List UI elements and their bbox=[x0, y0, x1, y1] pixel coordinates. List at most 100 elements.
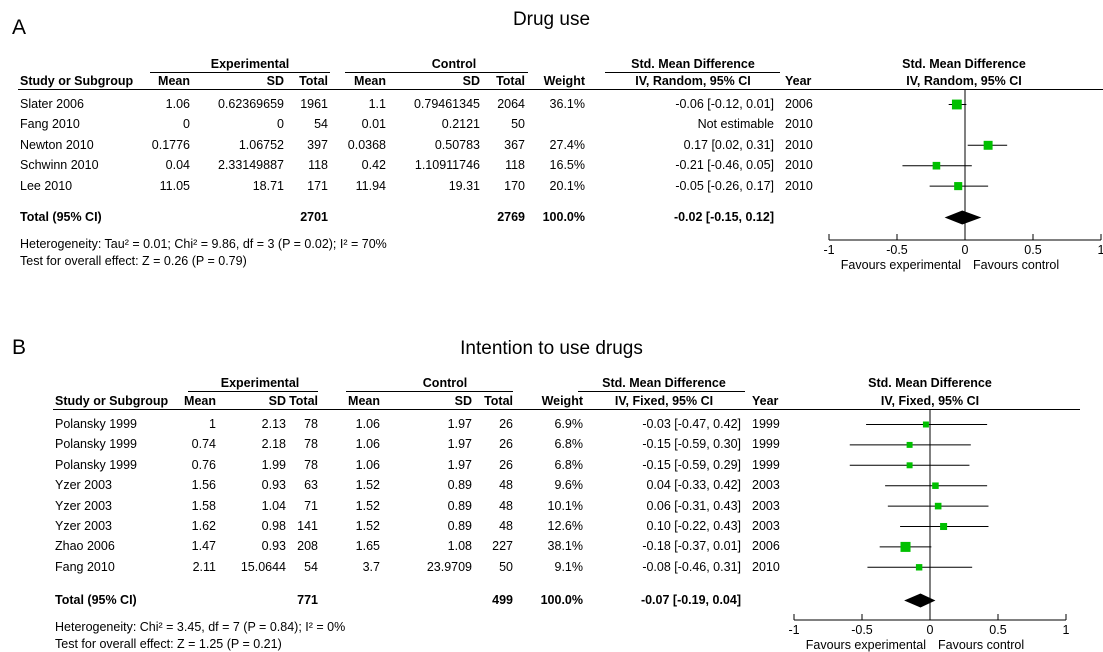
favours-control-label: Favours control bbox=[973, 258, 1059, 272]
forest-plot-drug-use: A Drug use Experimental Control Std. Mean Di… bbox=[0, 0, 1103, 300]
overall-effect-text: Test for overall effect: Z = 0.26 (P = 0… bbox=[20, 254, 247, 268]
ctl-mean-cell: 1.52 bbox=[355, 478, 380, 493]
experimental-group-header: Experimental bbox=[220, 376, 300, 390]
ctl-mean-cell: 11.94 bbox=[355, 178, 386, 193]
study-estimate-marker bbox=[951, 99, 962, 110]
plot-header-rule bbox=[792, 409, 1080, 410]
exp-mean-cell: 0.04 bbox=[165, 158, 190, 173]
ctl-mean-cell: 1.52 bbox=[355, 498, 380, 513]
exp-sd-cell: 0.62369659 bbox=[217, 97, 284, 111]
control-group-header: Control bbox=[431, 57, 477, 71]
ctl-total-cell: 26 bbox=[499, 417, 513, 431]
year-cell: 1999 bbox=[752, 457, 780, 472]
weight-cell: 9.1% bbox=[554, 559, 584, 574]
panel-label: A bbox=[12, 16, 27, 39]
pooled-estimate-diamond bbox=[904, 593, 936, 608]
x-tick-label: -1 bbox=[788, 623, 799, 637]
exp-mean-cell: 1.47 bbox=[191, 539, 216, 554]
study-name: Fang 2010 bbox=[20, 117, 80, 132]
weight-cell: 6.8% bbox=[554, 457, 584, 472]
exp-sd-cell: 0.98 bbox=[261, 519, 286, 533]
ctl-total-cell: 26 bbox=[499, 437, 513, 452]
year-cell: 2010 bbox=[785, 178, 813, 193]
ctl-mean-cell: 1.06 bbox=[355, 417, 380, 431]
exp-mean-cell: 0.1776 bbox=[151, 137, 190, 152]
exp-total-cell: 118 bbox=[308, 158, 328, 173]
exp-mean-cell: 1.62 bbox=[191, 519, 216, 533]
weight-cell: 38.1% bbox=[547, 539, 583, 554]
expgroup-underline bbox=[150, 72, 330, 73]
ctl-total-cell: 227 bbox=[492, 539, 513, 554]
ctl-mean-cell: 0.01 bbox=[361, 117, 386, 132]
ci-cell: -0.15 [-0.59, 0.29] bbox=[642, 457, 741, 472]
exp-mean-cell: 1.06 bbox=[165, 97, 190, 111]
smd-method-header: IV, Fixed, 95% CI bbox=[614, 394, 714, 408]
ci-cell: 0.06 [-0.31, 0.43] bbox=[646, 498, 741, 513]
exp-sd-cell: 1.04 bbox=[261, 498, 286, 513]
exp-sd-cell: 0 bbox=[277, 117, 284, 132]
ctl-total-cell: 170 bbox=[504, 178, 525, 193]
plot-column-header: Std. Mean Difference bbox=[868, 376, 992, 390]
exp-mean-cell: 0.74 bbox=[191, 437, 216, 452]
exp-total-cell: 63 bbox=[304, 478, 318, 493]
ctl-total-cell: 2064 bbox=[497, 97, 525, 111]
study-estimate-marker bbox=[922, 421, 929, 428]
study-estimate-marker bbox=[934, 502, 942, 510]
forest-plot-svg: -1 -0.5 0 0.5 1 Favours experimental Favours c… bbox=[788, 410, 1070, 652]
x-tick-label: 1 bbox=[1098, 243, 1103, 257]
overall-effect-text: Test for overall effect: Z = 1.25 (P = 0… bbox=[55, 637, 282, 651]
ctl-sd-cell: 19.31 bbox=[448, 178, 480, 193]
exp-total-cell: 141 bbox=[297, 519, 318, 533]
heterogeneity-text: Heterogeneity: Tau² = 0.01; Chi² = 9.86,… bbox=[20, 237, 387, 251]
ctl-sd-cell: 0.89 bbox=[447, 478, 472, 493]
favours-control-label: Favours control bbox=[938, 638, 1024, 652]
year-cell: 2006 bbox=[752, 539, 780, 554]
exp-total-header: Total bbox=[299, 74, 328, 88]
x-tick-label: 0.5 bbox=[989, 623, 1006, 637]
forest-plot-svg: -1 -0.5 0 0.5 1 Favours experimental Favours c… bbox=[823, 90, 1103, 272]
year-cell: 2010 bbox=[785, 137, 813, 152]
study-estimate-marker bbox=[983, 140, 993, 150]
weight-cell: 20.1% bbox=[549, 178, 585, 193]
ctl-sd-cell: 1.08 bbox=[447, 539, 472, 554]
year-header: Year bbox=[752, 394, 779, 408]
study-name: Polansky 1999 bbox=[55, 417, 138, 431]
smd-column-header: Std. Mean Difference bbox=[602, 376, 726, 390]
study-name: Zhao 2006 bbox=[55, 539, 115, 554]
ctl-total-cell: 367 bbox=[504, 137, 525, 152]
smd-column-header: Std. Mean Difference bbox=[631, 57, 755, 71]
study-name: Yzer 2003 bbox=[55, 498, 112, 513]
exp-sd-cell: 1.06752 bbox=[238, 137, 284, 152]
weight-cell: 10.1% bbox=[547, 498, 583, 513]
total-ci-cell: -0.07 [-0.19, 0.04] bbox=[640, 593, 741, 607]
ctl-total-cell: 26 bbox=[499, 457, 513, 472]
favours-experimental-label: Favours experimental bbox=[806, 638, 926, 652]
smd-underline bbox=[578, 391, 745, 392]
panel-title: Intention to use drugs bbox=[460, 338, 643, 359]
ctl-total-header: Total bbox=[496, 74, 525, 88]
ctl-total-cell: 48 bbox=[499, 519, 513, 533]
ci-cell: -0.03 [-0.47, 0.42] bbox=[642, 417, 741, 431]
favours-experimental-label: Favours experimental bbox=[841, 258, 961, 272]
ci-cell: 0.10 [-0.22, 0.43] bbox=[646, 519, 741, 533]
exp-sd-cell: 0.93 bbox=[261, 539, 286, 554]
study-estimate-marker bbox=[906, 462, 913, 469]
ctl-sd-header: SD bbox=[454, 394, 472, 408]
ctl-sd-cell: 0.79461345 bbox=[413, 97, 480, 111]
year-cell: 2003 bbox=[752, 498, 780, 513]
exp-sd-cell: 18.71 bbox=[252, 178, 284, 193]
total-weight-cell: 100.0% bbox=[542, 210, 585, 224]
exp-sd-cell: 2.18 bbox=[261, 437, 286, 452]
study-column-header: Study or Subgroup bbox=[55, 394, 169, 408]
exp-total-cell: 78 bbox=[304, 417, 318, 431]
exp-total-cell: 208 bbox=[297, 539, 318, 554]
ctl-total-cell: 50 bbox=[511, 117, 525, 132]
weight-cell: 9.6% bbox=[554, 478, 584, 493]
plot-method-header: IV, Fixed, 95% CI bbox=[880, 394, 980, 408]
study-name: Yzer 2003 bbox=[55, 478, 112, 493]
exp-total-cell: 71 bbox=[304, 498, 318, 513]
ci-cell: Not estimable bbox=[697, 117, 774, 132]
weight-cell: 16.5% bbox=[549, 158, 585, 173]
ctl-sd-cell: 0.2121 bbox=[441, 117, 480, 132]
year-cell: 2003 bbox=[752, 519, 780, 533]
